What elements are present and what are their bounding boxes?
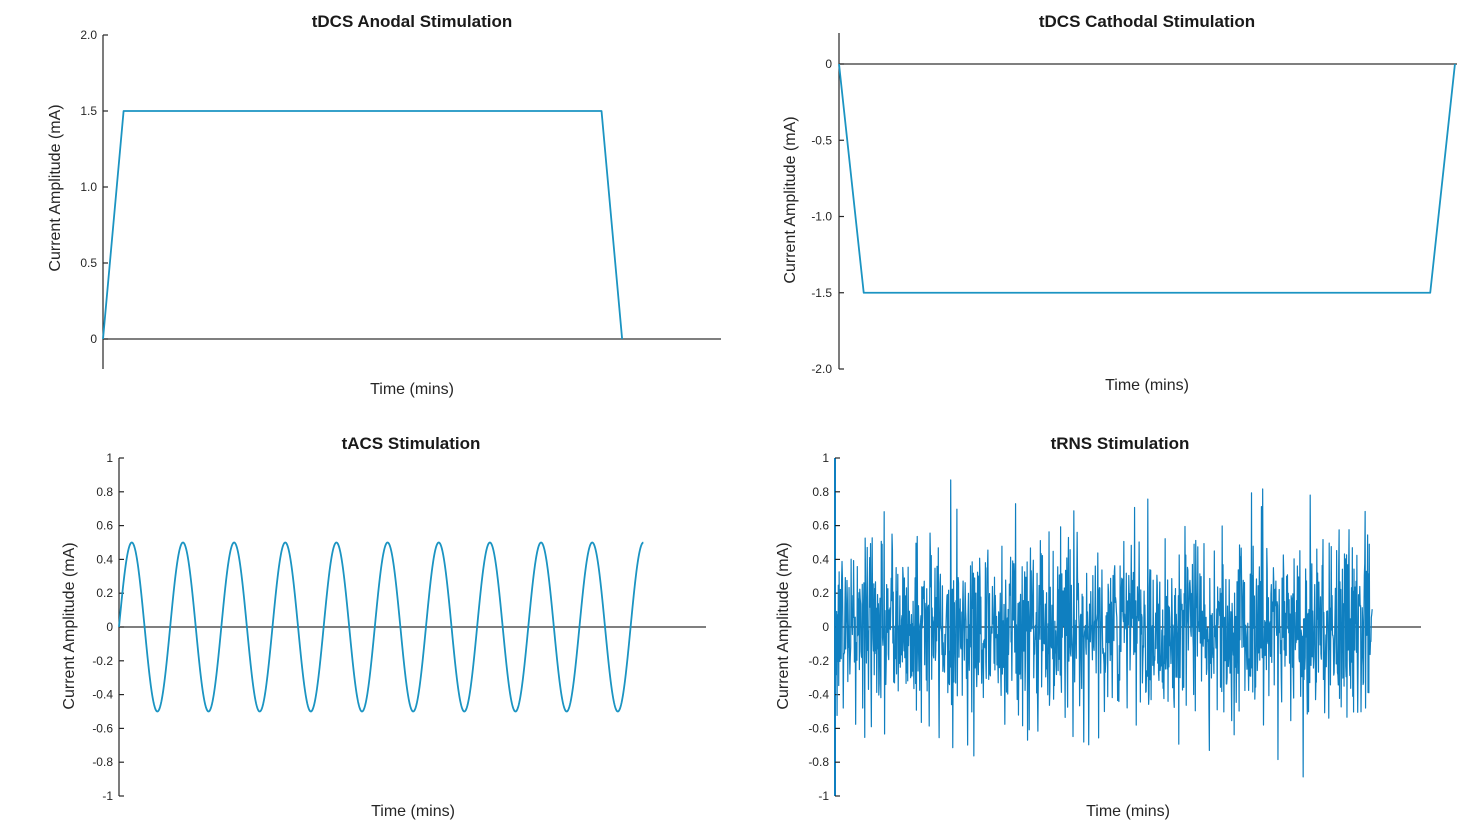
cathodal-yticks: -2.0 -1.5 -1.0 -0.5 0 <box>811 57 844 376</box>
tacs-ytick-label: 1 <box>106 451 113 465</box>
trns-ytick-label: 0 <box>822 620 829 634</box>
trns-series-line <box>834 479 1373 778</box>
anodal-series-line <box>102 110 624 340</box>
anodal-yticks: 0 0.5 1.0 1.5 2.0 <box>80 28 108 346</box>
tacs-ytick-label: -0.4 <box>92 688 113 702</box>
cathodal-ytick-label: 0 <box>825 57 832 71</box>
tacs-panel: tACS Stimulation Current Amplitude (mA) … <box>61 434 706 820</box>
trns-ytick-label: 0.8 <box>812 485 829 499</box>
trns-ytick-label: -0.8 <box>808 755 829 769</box>
cathodal-xlabel: Time (mins) <box>1105 377 1189 394</box>
trns-ytick-label: 0.6 <box>812 519 829 533</box>
anodal-ytick-label: 1.5 <box>80 104 97 118</box>
trns-ytick-label: -0.2 <box>808 654 829 668</box>
tacs-ytick-label: -0.6 <box>92 721 113 735</box>
tacs-ytick-label: -1 <box>102 789 113 803</box>
anodal-xlabel: Time (mins) <box>370 381 454 398</box>
tacs-ytick-label: 0.6 <box>96 519 113 533</box>
trns-ytick-label: 0.4 <box>812 552 829 566</box>
cathodal-ytick-label: -0.5 <box>811 133 832 147</box>
anodal-ytick-label: 2.0 <box>80 28 97 42</box>
tacs-ylabel: Current Amplitude (mA) <box>61 542 78 709</box>
anodal-ytick-label: 1.0 <box>80 180 97 194</box>
tacs-ytick-label: 0.4 <box>96 552 113 566</box>
trns-title: tRNS Stimulation <box>1051 434 1190 453</box>
tacs-ytick-label: 0.8 <box>96 485 113 499</box>
trns-ytick-label: -1 <box>818 789 829 803</box>
anodal-ytick-label: 0.5 <box>80 256 97 270</box>
anodal-ylabel: Current Amplitude (mA) <box>47 104 64 271</box>
trns-ylabel: Current Amplitude (mA) <box>775 542 792 709</box>
tacs-series-line <box>118 541 644 713</box>
tacs-ytick-label: 0 <box>106 620 113 634</box>
cathodal-panel: tDCS Cathodal Stimulation Current Amplit… <box>782 12 1457 394</box>
cathodal-ytick-label: -1.5 <box>811 286 832 300</box>
cathodal-ylabel: Current Amplitude (mA) <box>782 116 799 283</box>
tacs-xlabel: Time (mins) <box>371 803 455 820</box>
anodal-panel: tDCS Anodal Stimulation Current Amplitud… <box>47 12 721 398</box>
tacs-ytick-label: -0.8 <box>92 755 113 769</box>
anodal-ytick-label: 0 <box>90 332 97 346</box>
tacs-title: tACS Stimulation <box>342 434 481 453</box>
cathodal-series-line <box>838 63 1456 294</box>
tacs-ytick-label: -0.2 <box>92 654 113 668</box>
trns-yticks: -1 -0.8 -0.6 -0.4 -0.2 0 0.2 0.4 0.6 0.8 1 <box>808 451 840 803</box>
cathodal-ytick-label: -2.0 <box>811 362 832 376</box>
trns-ytick-label: 1 <box>822 451 829 465</box>
cathodal-title: tDCS Cathodal Stimulation <box>1039 12 1255 31</box>
trns-ytick-label: 0.2 <box>812 586 829 600</box>
tacs-ytick-label: 0.2 <box>96 586 113 600</box>
trns-xlabel: Time (mins) <box>1086 803 1170 820</box>
trns-ytick-label: -0.4 <box>808 688 829 702</box>
anodal-title: tDCS Anodal Stimulation <box>312 12 513 31</box>
trns-panel: tRNS Stimulation Current Amplitude (mA) … <box>775 434 1421 820</box>
cathodal-ytick-label: -1.0 <box>811 210 832 224</box>
trns-ytick-label: -0.6 <box>808 721 829 735</box>
tacs-yticks: -1 -0.8 -0.6 -0.4 -0.2 0 0.2 0.4 0.6 0.8 1 <box>92 451 124 803</box>
